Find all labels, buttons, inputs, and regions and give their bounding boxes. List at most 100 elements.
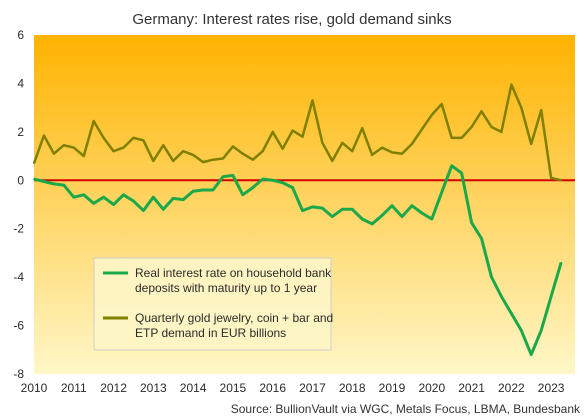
data-point	[152, 196, 155, 198]
legend-label-gold-demand: Quarterly gold jewelry, coin + bar and E…	[135, 311, 337, 340]
x-tick-label: 2015	[220, 381, 247, 395]
data-point	[371, 223, 373, 225]
data-point	[391, 151, 393, 154]
data-point	[460, 137, 463, 139]
data-point	[500, 131, 503, 133]
data-point	[341, 142, 344, 144]
data-point	[500, 295, 503, 298]
data-point	[431, 114, 433, 116]
data-point	[212, 158, 214, 161]
data-point	[261, 150, 264, 152]
data-point	[301, 135, 304, 138]
x-tick-label: 2019	[379, 381, 406, 395]
data-point	[301, 209, 304, 212]
data-point	[381, 214, 383, 217]
data-point	[63, 144, 65, 146]
data-point	[440, 103, 443, 105]
data-point	[271, 131, 274, 133]
y-tick-label: 2	[17, 125, 24, 139]
data-point	[172, 197, 174, 200]
x-tick-label: 2016	[259, 381, 286, 395]
data-point	[212, 189, 214, 191]
y-axis: 6 4 2 0 -2 -4 -6 -8	[13, 28, 24, 381]
data-point	[470, 126, 473, 128]
data-point	[351, 150, 354, 152]
data-point	[112, 150, 115, 152]
data-point	[261, 178, 264, 180]
data-point	[53, 152, 55, 155]
data-point	[142, 209, 145, 212]
data-point	[480, 110, 483, 113]
data-point	[371, 154, 373, 156]
data-point	[540, 329, 542, 332]
data-point	[291, 186, 294, 189]
data-point	[411, 143, 413, 145]
x-tick-label: 2017	[299, 381, 326, 395]
data-point	[202, 189, 204, 191]
data-point	[152, 160, 155, 162]
data-point	[520, 106, 523, 109]
data-point	[480, 237, 483, 240]
data-point	[252, 186, 254, 189]
data-point	[271, 179, 274, 182]
data-point	[381, 146, 383, 149]
data-point	[222, 157, 224, 160]
y-tick-label: -2	[13, 222, 24, 236]
data-point	[351, 208, 354, 211]
x-tick-label: 2010	[21, 381, 48, 395]
series-layer	[32, 83, 563, 357]
data-point	[530, 143, 532, 145]
y-tick-label: 6	[17, 28, 24, 42]
x-tick-label: 2012	[100, 381, 127, 395]
legend-label-real-rate: Real interest rate on household bank dep…	[135, 266, 334, 295]
data-point	[162, 208, 165, 211]
x-tick-label: 2014	[180, 381, 207, 395]
data-point	[53, 183, 55, 185]
data-point	[291, 129, 294, 132]
data-point	[460, 172, 463, 174]
data-point	[560, 261, 562, 264]
data-point	[252, 158, 254, 161]
data-point	[520, 329, 523, 332]
data-point	[540, 109, 542, 111]
data-point	[550, 295, 552, 298]
chart-title: Germany: Interest rates rise, gold deman…	[132, 11, 451, 28]
data-point	[82, 194, 85, 196]
data-point	[281, 148, 284, 150]
data-point	[132, 200, 135, 202]
data-point	[202, 161, 204, 163]
data-point	[33, 162, 35, 165]
data-point	[341, 208, 344, 211]
x-tick-label: 2013	[140, 381, 167, 395]
data-point	[182, 198, 184, 201]
data-point	[450, 165, 453, 167]
data-point	[242, 152, 244, 155]
data-point	[440, 191, 443, 194]
data-point	[102, 137, 105, 139]
data-point	[232, 145, 234, 148]
data-point	[401, 152, 403, 155]
x-tick-label: 2022	[498, 381, 525, 395]
data-point	[73, 196, 75, 198]
data-point	[122, 146, 125, 149]
data-point	[421, 212, 423, 214]
data-point	[490, 126, 493, 128]
data-point	[530, 353, 532, 356]
data-point	[361, 127, 364, 129]
data-point	[192, 190, 194, 192]
data-point	[242, 194, 244, 196]
data-point	[321, 207, 324, 209]
data-point	[470, 221, 473, 224]
y-tick-label: -8	[13, 367, 24, 381]
data-point	[132, 137, 135, 139]
data-point	[162, 144, 165, 146]
data-point	[142, 139, 145, 142]
x-axis: 2010 2011 2012 2013 2014 2015 2016 2017 2018 2019…	[21, 381, 565, 395]
line-gold-demand	[32, 83, 562, 182]
y-tick-label: -6	[13, 319, 24, 333]
data-point	[401, 215, 403, 218]
data-point	[311, 99, 314, 102]
data-point	[112, 203, 115, 206]
data-point	[450, 137, 453, 139]
